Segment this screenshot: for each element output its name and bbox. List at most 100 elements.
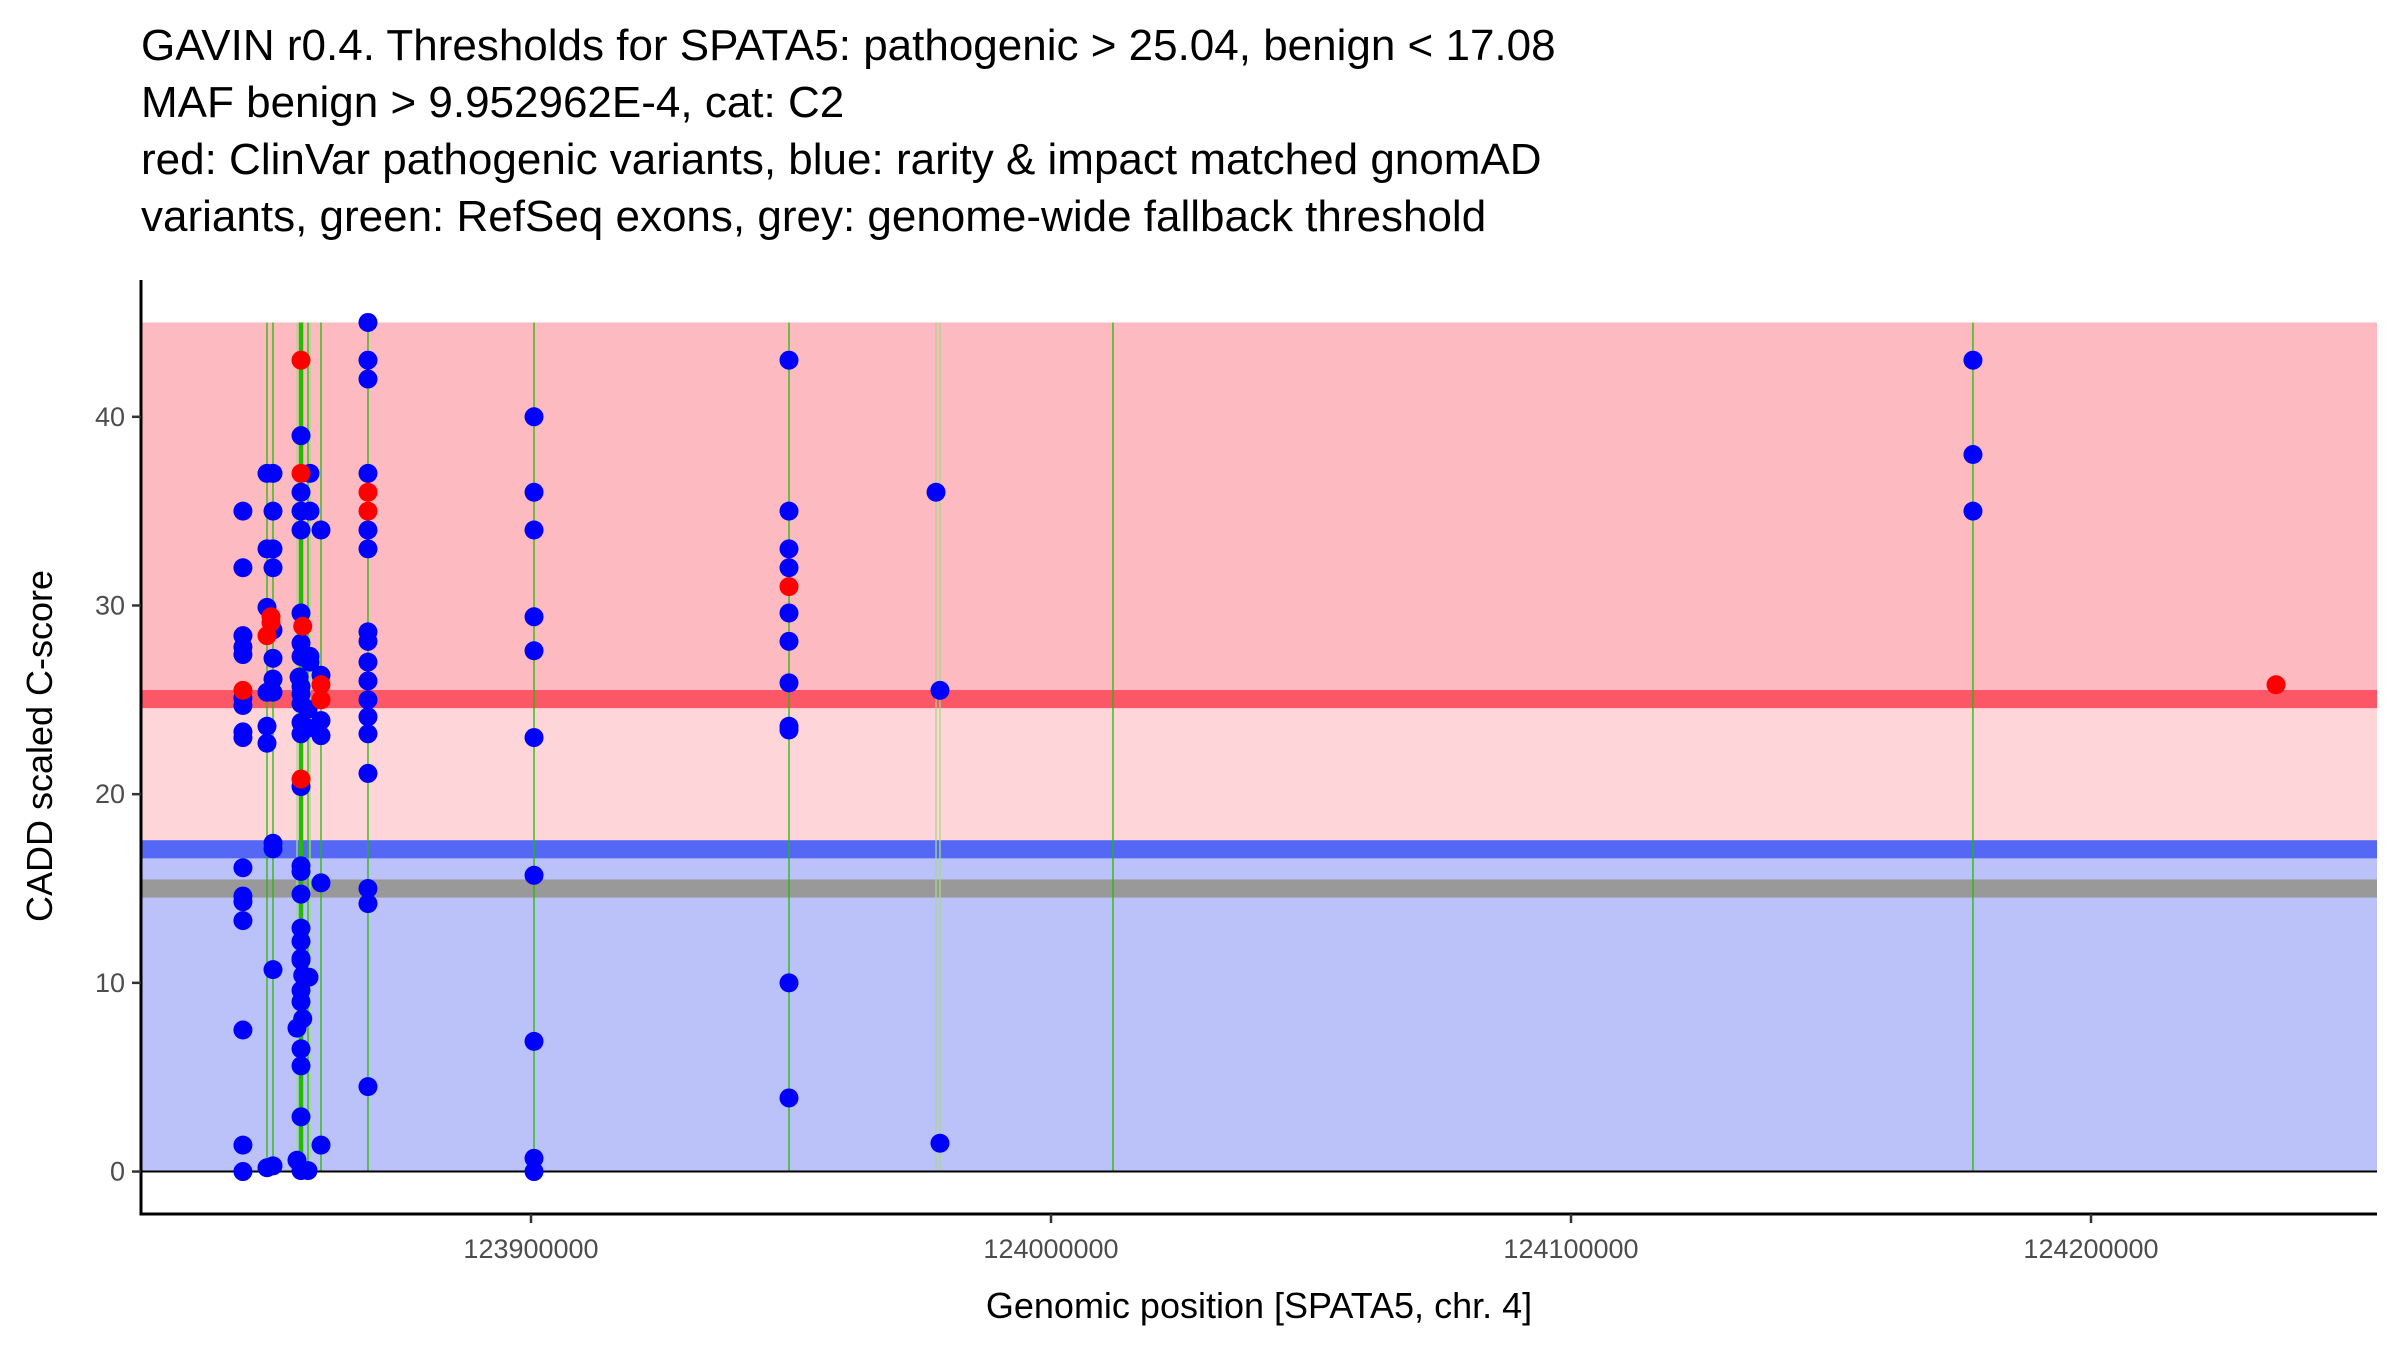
vus-region [141,699,2377,850]
gnomad-variant-point [930,680,950,700]
gnomad-variant-point [358,369,378,389]
gnomad-variant-point [779,603,799,623]
gnomad-variant-point [358,763,378,783]
y-tick-label: 0 [110,1157,125,1187]
gnomad-variant-point [358,652,378,672]
gnomad-variant-point [524,728,544,748]
gnomad-variant-point [233,858,253,878]
clinvar-pathogenic-point [779,577,799,597]
gnomad-variant-point [779,1088,799,1108]
x-tick-label: 124100000 [1503,1234,1638,1264]
gnomad-variant-point [926,482,946,502]
gnomad-variant-point [779,350,799,370]
gnomad-variant-point [263,539,283,559]
y-tick-label: 20 [95,779,125,809]
gnomad-variant-point [311,711,331,731]
y-tick-label: 30 [95,590,125,620]
y-axis-ticks: 0 10 20 30 40 [95,402,141,1187]
pathogenic-threshold-band [141,690,2377,709]
gnomad-variant-point [233,728,253,748]
gnomad-variant-point [298,1161,318,1181]
gnomad-variant-point [779,558,799,578]
gnomad-variant-point [358,539,378,559]
gnomad-variant-point [263,960,283,980]
clinvar-pathogenic-point [311,690,331,710]
axes: 0 10 20 30 40 123900000 124000000 124100000 124… [95,280,2377,1264]
pathogenic-region [141,322,2377,700]
clinvar-pathogenic-point [257,626,277,646]
gnomad-variant-point [233,1020,253,1040]
benign-threshold-band [141,840,2377,859]
x-axis-ticks: 123900000 124000000 124100000 124200000 [463,1214,2159,1264]
gnomad-variant-point [291,992,311,1012]
gnomad-variant-point [263,648,283,668]
score-regions [141,322,2377,1172]
title-line-4: variants, green: RefSeq exons, grey: gen… [141,192,1486,241]
x-tick-label: 123900000 [463,1234,598,1264]
gnomad-variant-point [358,463,378,483]
chart-title: GAVIN r0.4. Thresholds for SPATA5: patho… [141,21,1556,241]
variant-points [233,312,2286,1182]
gnomad-variant-point [358,707,378,727]
clinvar-pathogenic-point [291,350,311,370]
clinvar-pathogenic-point [291,769,311,789]
gnomad-variant-point [524,520,544,540]
y-tick-label: 10 [95,968,125,998]
clinvar-pathogenic-point [2266,675,2286,695]
gnomad-variant-point [1963,350,1983,370]
gnomad-variant-point [524,1148,544,1168]
gnomad-variant-point [358,631,378,651]
title-line-2: MAF benign > 9.952962E-4, cat: C2 [141,78,844,127]
gnomad-variant-point [1963,501,1983,521]
gnomad-variant-point [779,539,799,559]
gnomad-variant-point [291,884,311,904]
gnomad-variant-point [233,645,253,665]
gnomad-variant-point [300,652,320,672]
clinvar-pathogenic-point [358,482,378,502]
gnomad-variant-point [524,1162,544,1182]
gnomad-variant-point [291,1039,311,1059]
gnomad-variant-point [358,312,378,332]
clinvar-pathogenic-point [358,501,378,521]
gnomad-variant-point [233,1135,253,1155]
x-tick-label: 124200000 [2023,1234,2158,1264]
gnomad-variant-point [779,720,799,740]
title-line-3: red: ClinVar pathogenic variants, blue: … [141,135,1542,184]
gnomad-variant-point [233,695,253,715]
gnomad-variant-point [263,558,283,578]
gnomad-variant-point [291,1056,311,1076]
gnomad-variant-point [291,1107,311,1127]
gnomad-variant-point [257,733,277,753]
gnomad-variant-point [779,973,799,993]
gnomad-variant-point [358,350,378,370]
gnomad-variant-point [233,501,253,521]
gnomad-variant-point [524,1031,544,1051]
clinvar-pathogenic-point [293,616,313,636]
gnomad-variant-point [263,682,283,702]
gnomad-variant-point [291,426,311,446]
gnomad-variant-point [311,520,331,540]
gnomad-variant-point [287,1018,307,1038]
gnomad-variant-point [779,631,799,651]
gnomad-variant-point [300,501,320,521]
gnomad-variant-point [291,931,311,951]
gnomad-variant-point [358,690,378,710]
gnomad-variant-point [291,918,311,938]
gnomad-variant-point [524,641,544,661]
x-axis-title: Genomic position [SPATA5, chr. 4] [986,1285,1532,1326]
gnomad-variant-point [311,873,331,893]
gnomad-variant-point [524,607,544,627]
title-line-1: GAVIN r0.4. Thresholds for SPATA5: patho… [141,21,1556,70]
gnomad-variant-point [291,520,311,540]
clinvar-pathogenic-point [291,463,311,483]
gnomad-variant-point [263,1156,283,1176]
threshold-bands [141,690,2377,898]
gnomad-variant-point [263,463,283,483]
gnomad-variant-point [263,501,283,521]
gnomad-variant-point [311,726,331,746]
gnomad-variant-point [358,894,378,914]
gnomad-variant-point [233,911,253,931]
gnomad-variant-point [930,1133,950,1153]
gnomad-variant-point [358,671,378,691]
